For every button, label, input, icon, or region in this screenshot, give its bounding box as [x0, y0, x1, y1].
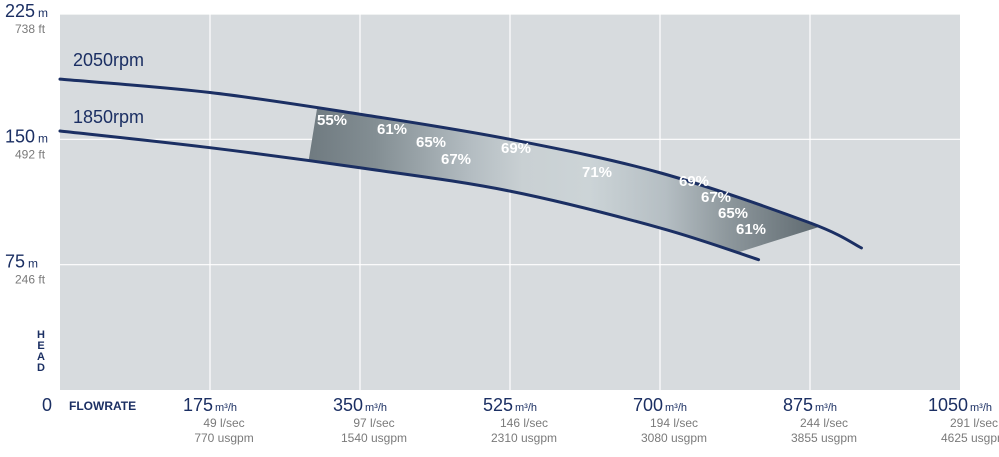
- efficiency-label: 65%: [416, 134, 446, 151]
- efficiency-labels: 55%61%65%67%69%71%69%67%65%61%: [317, 112, 766, 238]
- y-tick-label: 225 m: [5, 1, 48, 21]
- efficiency-label: 55%: [317, 112, 347, 129]
- efficiency-label: 69%: [501, 140, 531, 157]
- x-tick-ls: 194 l/sec: [650, 416, 698, 430]
- x-tick-ls: 97 l/sec: [353, 416, 394, 430]
- y-tick-feet: 738 ft: [15, 22, 46, 36]
- y-axis-title-letter: A: [37, 351, 45, 363]
- x-tick-label: 350 m³/h: [333, 395, 387, 415]
- efficiency-band: [308, 108, 819, 253]
- x-tick-label: 175 m³/h: [183, 395, 237, 415]
- x-tick-label: 875 m³/h: [783, 395, 837, 415]
- efficiency-label: 67%: [701, 189, 731, 206]
- y-tick-feet: 246 ft: [15, 273, 46, 287]
- curves: [58, 77, 863, 262]
- efficiency-label: 61%: [736, 221, 766, 238]
- series-label-2050rpm: 2050rpm: [73, 50, 144, 70]
- x-tick-ls: 49 l/sec: [203, 416, 244, 430]
- x-tick-usgpm: 3080 usgpm: [641, 431, 707, 445]
- x-axis-title: FLOWRATE: [69, 399, 136, 413]
- efficiency-label: 65%: [718, 205, 748, 222]
- y-axis-title-letter: H: [37, 329, 45, 341]
- x-tick-usgpm: 4625 usgpm: [941, 431, 999, 445]
- x-tick-usgpm: 1540 usgpm: [341, 431, 407, 445]
- x-tick-ls: 244 l/sec: [800, 416, 848, 430]
- x-tick-label: 700 m³/h: [633, 395, 687, 415]
- x-tick-label: 525 m³/h: [483, 395, 537, 415]
- origin-label: 0: [42, 395, 52, 415]
- x-tick-usgpm: 2310 usgpm: [491, 431, 557, 445]
- x-tick-usgpm: 770 usgpm: [194, 431, 253, 445]
- curve-1850rpm: [58, 129, 761, 262]
- efficiency-label: 71%: [582, 164, 612, 181]
- y-tick-label: 150 m: [5, 126, 48, 146]
- x-tick-ls: 291 l/sec: [950, 416, 998, 430]
- x-tick-ls: 146 l/sec: [500, 416, 548, 430]
- y-axis-title-letter: E: [37, 340, 44, 352]
- x-tick-label: 1050 m³/h: [928, 395, 992, 415]
- y-axis-title-letter: D: [37, 362, 45, 374]
- efficiency-label: 69%: [679, 173, 709, 190]
- efficiency-label: 67%: [441, 151, 471, 168]
- grid: [60, 13, 960, 390]
- efficiency-label: 61%: [377, 121, 407, 138]
- series-label-1850rpm: 1850rpm: [73, 107, 144, 127]
- y-tick-feet: 492 ft: [15, 147, 46, 161]
- y-tick-label: 75 m: [5, 252, 38, 272]
- x-tick-usgpm: 3855 usgpm: [791, 431, 857, 445]
- curve-2050rpm: [58, 77, 863, 250]
